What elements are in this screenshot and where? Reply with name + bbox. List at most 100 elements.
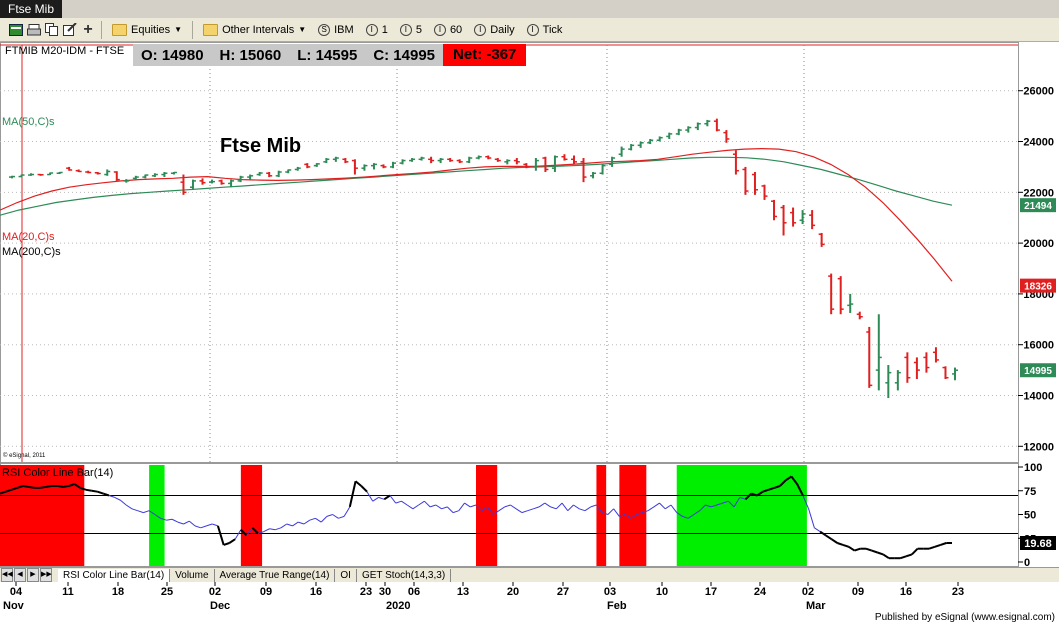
ohlc-bar (828, 273, 835, 315)
ohlc-bar (85, 170, 92, 174)
tab-rsi[interactable]: RSI Color Line Bar(14) (58, 568, 171, 582)
rsi-line-segment (538, 502, 546, 508)
rsi-line-segment (527, 508, 534, 512)
intervals-dropdown[interactable]: Other Intervals ▼ (198, 20, 311, 40)
ohlc-bar (209, 179, 216, 184)
rsi-line-segment (664, 504, 672, 510)
rsi-line-segment (831, 538, 838, 544)
rsi-line-segment (555, 502, 563, 510)
rsi-line-segment (705, 504, 712, 508)
interval-60-button[interactable]: I 60 (429, 20, 467, 40)
ohlc-bar (637, 141, 644, 148)
rsi-tick-label: 100 (1024, 462, 1042, 474)
interval-1-button[interactable]: I 1 (361, 20, 393, 40)
interval-5-button[interactable]: I 5 (395, 20, 427, 40)
rsi-line-segment (825, 534, 833, 541)
ohlc-bar (742, 166, 749, 195)
x-month-label: Dec (210, 600, 230, 612)
ohlc-bar (332, 156, 339, 162)
tab-stoch[interactable]: GET Stoch(14,3,3) (357, 568, 452, 582)
x-month-label: Nov (3, 600, 25, 612)
ohlc-bar (75, 169, 82, 173)
rsi-line-segment (659, 502, 666, 510)
publisher-credit: Published by eSignal (www.esignal.com) (874, 612, 1055, 623)
symbol-button[interactable]: S IBM (313, 20, 359, 40)
rsi-line-segment (292, 521, 299, 527)
equities-label: Equities (131, 23, 171, 36)
x-tick-label: 02 (802, 586, 814, 598)
rsi-line-segment (223, 542, 230, 546)
ohlc-bar (799, 210, 806, 225)
tab-volume[interactable]: Volume (170, 568, 215, 582)
rsi-line-segment (653, 502, 660, 508)
price-label: 18326 (1024, 282, 1052, 293)
price-label-box (1020, 363, 1056, 378)
rsi-value-label: 19.68 (1024, 538, 1052, 550)
interval-daily-button[interactable]: I Daily (469, 20, 519, 40)
first-tab-icon[interactable]: ◀◀ (1, 568, 13, 582)
intervals-label: Other Intervals (222, 23, 295, 36)
rsi-line-segment (206, 523, 213, 527)
ohlc-bar (923, 352, 930, 373)
ohlc-bar (285, 169, 292, 174)
rsi-line-segment (62, 485, 69, 488)
rsi-line-segment (446, 506, 454, 513)
rsi-line-segment (854, 547, 861, 552)
rsi-line-segment (940, 542, 947, 546)
price-chart-canvas[interactable]: 2600024000220002000018000160001400012000… (0, 42, 1059, 567)
ohlc-bar (28, 173, 35, 176)
ohlc-bar (713, 118, 720, 132)
rsi-line-segment (280, 523, 288, 529)
x-tick-label: 25 (161, 586, 173, 598)
ohlc-bar (399, 159, 406, 165)
x-tick-label: 20 (507, 586, 519, 598)
x-tick-label: 24 (754, 586, 767, 598)
ohlc-bar (666, 132, 673, 139)
ohlc-bar (551, 155, 558, 172)
rsi-line-segment (16, 485, 24, 489)
rsi-line-segment (246, 527, 253, 536)
rsi-line-segment (39, 485, 47, 489)
symbol-icon: S (318, 23, 331, 36)
rsi-line-segment (108, 495, 115, 498)
rsi-line-segment (470, 504, 477, 508)
folder-icon (112, 23, 127, 36)
tab-atr[interactable]: Average True Range(14) (215, 568, 336, 582)
rsi-line-segment (188, 520, 196, 527)
print-icon[interactable] (26, 22, 42, 38)
last-tab-icon[interactable]: ▶▶ (40, 568, 52, 582)
rsi-line-segment (154, 514, 161, 519)
ma-legend-label: MA(20,C)s (2, 231, 55, 243)
rsi-line-segment (79, 486, 87, 491)
next-tab-icon[interactable]: ▶ (27, 568, 39, 582)
rsi-line-segment (57, 485, 64, 488)
rsi-line-segment (383, 494, 391, 501)
chart-window-icon[interactable] (8, 22, 24, 38)
rsi-line-segment (343, 506, 351, 517)
rsi-line-segment (744, 492, 752, 501)
edit-icon[interactable] (62, 22, 78, 38)
ohlc-bar (456, 159, 463, 164)
ohlc-bar (418, 156, 425, 161)
add-icon[interactable]: + (83, 20, 93, 38)
x-tick-label: 16 (310, 586, 322, 598)
rsi-line-segment (160, 517, 167, 521)
rsi-line-segment (97, 490, 104, 495)
rsi-line-segment (871, 549, 878, 554)
ohlc-bar (542, 156, 549, 172)
ohlc-bar (885, 365, 892, 399)
copy-icon[interactable] (44, 22, 60, 38)
prev-tab-icon[interactable]: ◀ (14, 568, 26, 582)
symbol-button-label: IBM (334, 23, 354, 36)
rsi-line-segment (487, 506, 494, 515)
tab-oi[interactable]: OI (335, 568, 357, 582)
rsi-line-segment (395, 500, 402, 504)
ohlc-bar (809, 210, 816, 230)
equities-dropdown[interactable]: Equities ▼ (107, 20, 187, 40)
rsi-line-segment (642, 510, 649, 514)
interval-tick-button[interactable]: I Tick (522, 20, 568, 40)
ohlc-bar (390, 161, 397, 169)
rsi-line-segment (836, 542, 844, 546)
rsi-line-segment (0, 490, 7, 495)
ohlc-bar (952, 367, 958, 381)
